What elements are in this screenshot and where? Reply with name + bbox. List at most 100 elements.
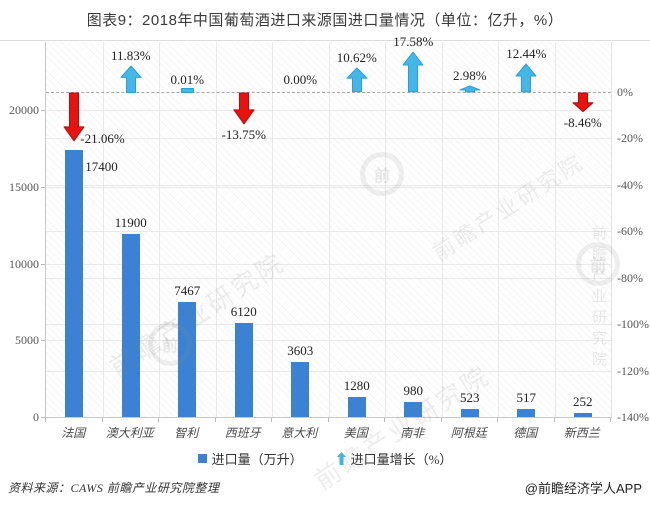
divider <box>0 40 650 41</box>
bar-value-label: 1280 <box>343 378 370 394</box>
axis-tick <box>384 418 385 422</box>
gridline-vertical <box>441 42 443 417</box>
y2-axis-tick-label: -40% <box>617 177 643 192</box>
down-arrow-icon <box>233 92 255 125</box>
category-label: 法国 <box>61 426 86 440</box>
gridline-vertical <box>385 42 386 417</box>
bar <box>291 361 310 417</box>
up-arrow-icon <box>515 63 537 93</box>
bar-swatch-icon <box>197 454 207 463</box>
up-arrow-icon <box>459 85 481 93</box>
bar <box>234 323 253 417</box>
gridline-vertical <box>554 42 556 417</box>
growth-value-label: -21.06% <box>80 130 125 146</box>
y2-axis-tick-label: -20% <box>617 131 643 146</box>
bar <box>121 234 140 417</box>
legend-item-import-volume: 进口量（万升） <box>197 449 303 468</box>
axis-tick <box>214 418 216 422</box>
axis-tick <box>610 418 611 422</box>
gridline-horizontal <box>46 340 611 342</box>
bar <box>460 408 479 417</box>
gridline-horizontal <box>46 231 611 233</box>
category-label: 南非 <box>400 426 425 440</box>
y2-axis-tick-label: -120% <box>617 363 649 378</box>
down-arrow-icon <box>572 92 594 113</box>
gridline-vertical <box>498 42 499 417</box>
gridline-vertical <box>328 42 330 417</box>
zero-percent-line <box>46 92 611 93</box>
bar-value-label: 980 <box>403 382 424 398</box>
growth-value-label: 2.98% <box>452 68 487 84</box>
gridline-vertical <box>272 42 273 417</box>
gridline-horizontal <box>46 186 611 188</box>
category-label: 智利 <box>174 426 199 440</box>
axis-tick <box>271 418 272 422</box>
gridline-vertical <box>215 42 217 417</box>
y2-axis-tick-label: -140% <box>617 410 649 424</box>
bar <box>347 397 366 417</box>
axis-tick <box>553 418 555 422</box>
legend-item-growth: 进口量增长（%） <box>336 449 453 468</box>
up-arrow-icon <box>402 51 424 93</box>
growth-value-label: 0.01% <box>170 72 205 87</box>
bar <box>65 149 84 417</box>
growth-value-label: 11.83% <box>110 47 151 63</box>
bar <box>178 302 197 417</box>
plot-area: 17400 -21.06% 11900 11.83% 7467 0.01% 6120 -13.… <box>45 34 612 418</box>
legend-label-growth: 进口量增长（%） <box>350 452 453 467</box>
growth-value-label: -13.75% <box>221 126 266 142</box>
y2-axis-tick-label: -60% <box>617 224 643 239</box>
axis-tick <box>497 418 498 422</box>
bar-value-label: 11900 <box>114 215 147 231</box>
axis-tick <box>45 418 46 422</box>
up-arrow-icon <box>336 452 346 465</box>
axis-tick <box>158 418 159 422</box>
category-label: 新西兰 <box>563 426 600 440</box>
category-label: 澳大利亚 <box>105 426 154 440</box>
down-arrow-icon <box>63 92 85 142</box>
category-label: 德国 <box>513 426 538 440</box>
y2-axis-tick-label: -100% <box>617 317 649 332</box>
axis-tick <box>41 110 45 111</box>
category-label: 美国 <box>343 426 368 440</box>
growth-value-label: 17.58% <box>393 34 434 50</box>
y2-axis-tick-label: 0% <box>617 85 633 99</box>
chart-title: 图表9：2018年中国葡萄酒进口来源国进口量情况（单位：亿升，%） <box>86 12 564 29</box>
gridline-horizontal <box>46 138 611 140</box>
flat-growth-marker <box>181 88 195 93</box>
bar-value-label: 7467 <box>174 283 201 299</box>
gridline-vertical <box>159 42 160 417</box>
gridline-horizontal <box>46 370 611 372</box>
growth-value-label: 10.62% <box>336 50 377 66</box>
y-axis-tick-label: 10000 <box>9 256 39 271</box>
up-arrow-icon <box>346 67 368 93</box>
bar-value-label: 6120 <box>230 304 257 320</box>
axis-tick <box>41 263 45 265</box>
data-source-note: 资料来源：CAWS 前瞻产业研究院整理 <box>8 481 220 495</box>
bar-value-label: 3603 <box>287 342 314 358</box>
y-axis-tick-label: 0 <box>33 410 39 424</box>
gridline-horizontal <box>46 263 611 265</box>
axis-tick <box>41 186 45 188</box>
growth-value-label: 0.00% <box>283 72 318 87</box>
gridline-horizontal <box>46 110 611 111</box>
gridline-vertical <box>102 42 104 417</box>
gridline-horizontal <box>46 184 611 186</box>
axis-tick <box>101 418 103 422</box>
axis-tick <box>440 418 442 422</box>
up-arrow-icon <box>120 65 142 93</box>
y-axis-tick-label: 20000 <box>9 103 39 117</box>
y-axis-tick-label: 5000 <box>15 333 39 348</box>
category-label: 西班牙 <box>224 426 261 440</box>
bar-value-label: 523 <box>460 389 480 405</box>
legend: 进口量（万升） 进口量增长（%） <box>0 449 650 468</box>
category-label: 意大利 <box>281 426 318 440</box>
legend-label-import-volume: 进口量（万升） <box>211 452 303 467</box>
growth-value-label: 12.44% <box>506 46 547 62</box>
bar <box>517 409 536 417</box>
axis-tick <box>327 418 329 422</box>
y2-axis-tick-label: -80% <box>617 270 643 285</box>
gridline-horizontal <box>46 277 611 279</box>
axis-tick <box>41 340 45 342</box>
category-label: 阿根廷 <box>450 426 487 440</box>
